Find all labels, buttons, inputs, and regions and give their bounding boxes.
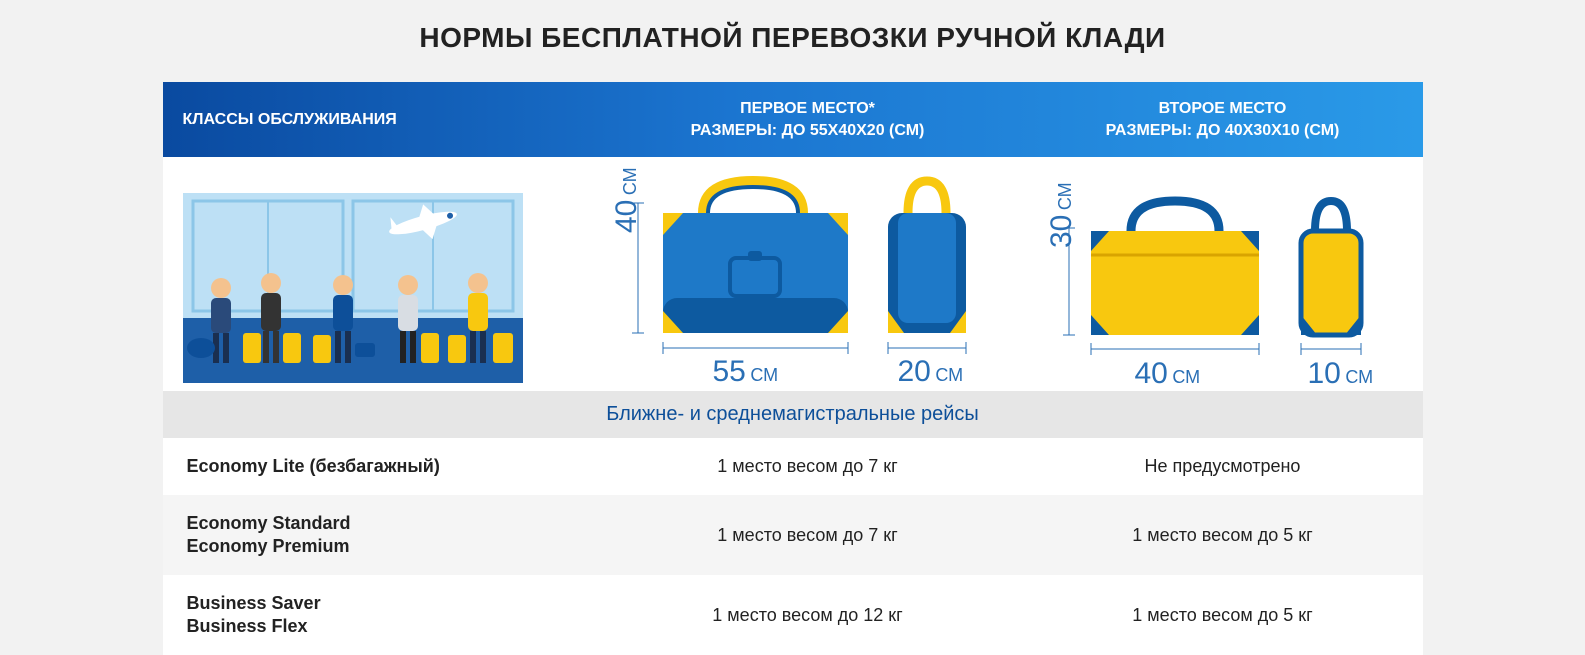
table-row: Economy StandardEconomy Premium1 место в… xyxy=(163,495,1423,575)
dim-unit: СМ xyxy=(620,168,640,196)
dim-unit: СМ xyxy=(935,365,963,385)
second-place-cell: 1 место весом до 5 кг xyxy=(1023,495,1423,575)
class-cell: Business SaverBusiness Flex xyxy=(163,575,593,655)
table-row: Economy Lite (безбагажный) 1 место весом … xyxy=(163,438,1423,495)
header-classes-label: КЛАССЫ ОБСЛУЖИВАНИЯ xyxy=(183,109,397,131)
table-row: Business SaverBusiness Flex1 место весом… xyxy=(163,575,1423,655)
second-bag-diagram: 30 СМ 40 СМ 10 СМ xyxy=(1023,173,1423,383)
header-second-place: ВТОРОЕ МЕСТО РАЗМЕРЫ: ДО 40Х30Х10 (СМ) xyxy=(1023,82,1423,157)
second-bag-depth: 10 xyxy=(1308,357,1341,390)
header-second-line2: РАЗМЕРЫ: ДО 40Х30Х10 (СМ) xyxy=(1043,120,1403,142)
second-bag-width: 40 xyxy=(1135,357,1168,390)
header-classes: КЛАССЫ ОБСЛУЖИВАНИЯ xyxy=(163,82,593,157)
table-header: КЛАССЫ ОБСЛУЖИВАНИЯ ПЕРВОЕ МЕСТО* РАЗМЕР… xyxy=(163,82,1423,157)
first-bag-diagram: 40 СМ 55 СМ 20 СМ xyxy=(593,173,1023,383)
dim-unit: СМ xyxy=(750,365,778,385)
header-first-line2: РАЗМЕРЫ: ДО 55Х40Х20 (СМ) xyxy=(613,120,1003,142)
class-name: Economy Lite (безбагажный) xyxy=(187,456,440,477)
class-cell: Economy Lite (безбагажный) xyxy=(163,438,593,495)
class-name: Business Flex xyxy=(187,616,308,637)
header-first-place: ПЕРВОЕ МЕСТО* РАЗМЕРЫ: ДО 55Х40Х20 (СМ) xyxy=(593,82,1023,157)
airport-scene xyxy=(163,173,593,383)
class-name: Economy Standard xyxy=(187,513,351,534)
rows-container: Economy Lite (безбагажный) 1 место весом … xyxy=(163,438,1423,655)
page-title: НОРМЫ БЕСПЛАТНОЙ ПЕРЕВОЗКИ РУЧНОЙ КЛАДИ xyxy=(163,22,1423,54)
header-second-line1: ВТОРОЕ МЕСТО xyxy=(1043,98,1403,120)
section-label: Ближне- и среднемагистральные рейсы xyxy=(606,403,979,425)
section-header: Ближне- и среднемагистральные рейсы xyxy=(163,391,1423,438)
illustration-row: 40 СМ 55 СМ 20 СМ xyxy=(163,157,1423,391)
class-name: Business Saver xyxy=(187,593,321,614)
airport-scene-icon xyxy=(183,193,523,383)
second-place-cell: Не предусмотрено xyxy=(1023,438,1423,495)
first-place-cell: 1 место весом до 7 кг xyxy=(593,438,1023,495)
dim-unit: СМ xyxy=(1172,367,1200,387)
second-place-cell: 1 место весом до 5 кг xyxy=(1023,575,1423,655)
dim-unit: СМ xyxy=(1055,183,1075,211)
first-place-cell: 1 место весом до 12 кг xyxy=(593,575,1023,655)
class-cell: Economy StandardEconomy Premium xyxy=(163,495,593,575)
second-bag-height: 30 xyxy=(1045,215,1078,248)
first-bag-icon xyxy=(608,173,1008,383)
dim-unit: СМ xyxy=(1345,367,1373,387)
header-first-line1: ПЕРВОЕ МЕСТО* xyxy=(613,98,1003,120)
class-name: Economy Premium xyxy=(187,536,350,557)
first-place-cell: 1 место весом до 7 кг xyxy=(593,495,1023,575)
second-bag-icon xyxy=(1043,183,1403,383)
first-bag-width: 55 xyxy=(713,355,746,388)
baggage-allowance-table: НОРМЫ БЕСПЛАТНОЙ ПЕРЕВОЗКИ РУЧНОЙ КЛАДИ … xyxy=(163,0,1423,655)
first-bag-depth: 20 xyxy=(898,355,931,388)
first-bag-height: 40 xyxy=(610,200,643,233)
